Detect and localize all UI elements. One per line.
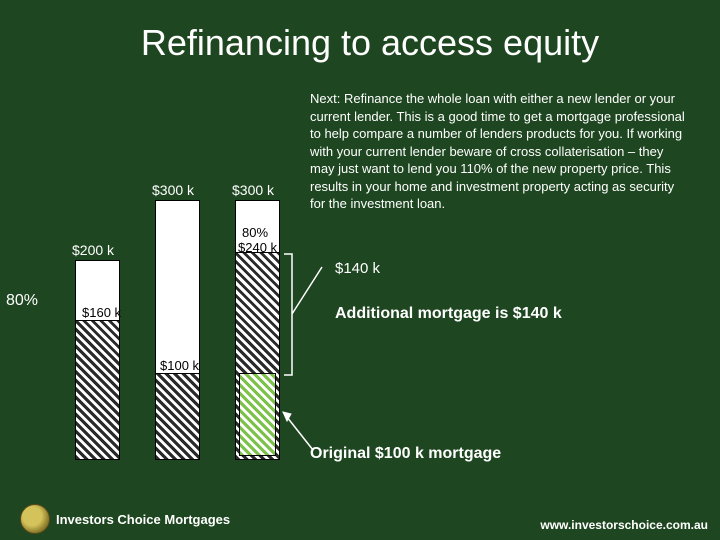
bracket-140k: [282, 252, 332, 377]
bar1-fill-label: $160 k: [82, 305, 121, 320]
bar2-fill-label: $100 k: [160, 358, 199, 373]
pct-80-label: 80%: [6, 292, 38, 310]
bar3-fill-label-pct: 80%: [242, 225, 268, 240]
arrow-to-green: [278, 400, 318, 455]
footer: Investors Choice Mortgages www.investors…: [0, 498, 720, 540]
chart-area: 80% $200 k $160 k $300 k $100 k $300 k 8…: [0, 90, 720, 460]
additional-mortgage-label: Additional mortgage is $140 k: [335, 305, 562, 323]
logo: Investors Choice Mortgages: [20, 502, 270, 536]
bar1-top-label: $200 k: [72, 242, 114, 258]
value-140k: $140 k: [335, 260, 380, 277]
bar3-green-fill: [239, 373, 276, 456]
bar3-fill-label-val: $240 k: [238, 240, 277, 255]
slide-title: Refinancing to access equity: [0, 0, 720, 64]
original-mortgage-label: Original $100 k mortgage: [310, 445, 501, 463]
footer-url: www.investorschoice.com.au: [540, 518, 708, 532]
bar2-top-label: $300 k: [152, 182, 194, 198]
logo-icon: [20, 504, 50, 534]
bar3-top-label: $300 k: [232, 182, 274, 198]
explanation-paragraph: Next: Refinance the whole loan with eith…: [310, 90, 690, 213]
bar2-fill: [155, 373, 200, 460]
bar1-fill: [75, 320, 120, 460]
logo-text: Investors Choice Mortgages: [56, 512, 230, 527]
